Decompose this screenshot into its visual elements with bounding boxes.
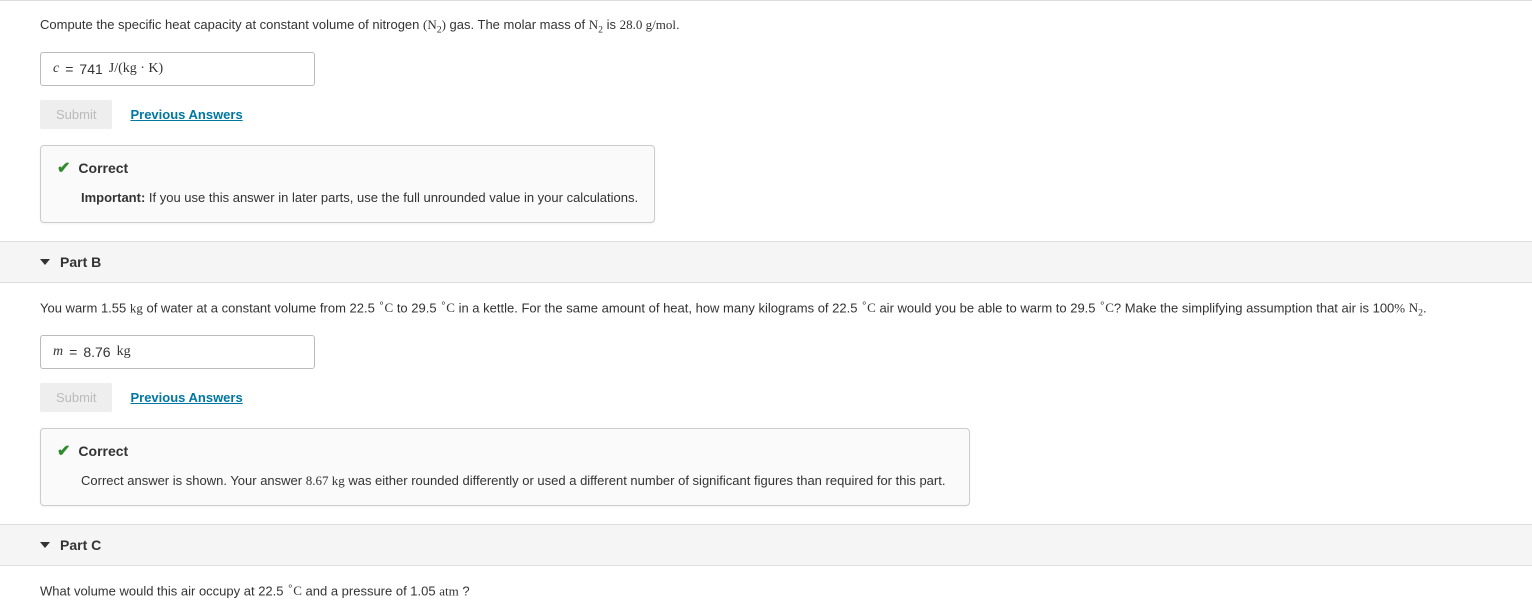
part-a-question: Compute the specific heat capacity at co… (40, 15, 1492, 38)
feedback-header: ✔ Correct (57, 441, 953, 461)
check-icon: ✔ (57, 158, 70, 178)
part-c-title: Part C (60, 537, 101, 553)
answer-value: 8.76 (83, 344, 110, 360)
answer-value: 741 (79, 61, 102, 77)
feedback-title: Correct (78, 160, 128, 176)
part-b-header[interactable]: Part B (0, 241, 1532, 283)
feedback-body: Correct answer is shown. Your answer 8.6… (57, 471, 953, 491)
previous-answers-link[interactable]: Previous Answers (130, 390, 242, 405)
feedback-header: ✔ Correct (57, 158, 638, 178)
part-b-body: You warm 1.55 kg of water at a constant … (0, 283, 1532, 524)
previous-answers-link[interactable]: Previous Answers (130, 107, 242, 122)
part-a-answer-box: c = 741 J/(kg · K) (40, 52, 315, 86)
part-c-body: What volume would this air occupy at 22.… (0, 566, 1532, 608)
answer-variable: c (53, 61, 59, 77)
part-c-header[interactable]: Part C (0, 524, 1532, 566)
part-b-button-row: Submit Previous Answers (40, 383, 1492, 412)
part-b-title: Part B (60, 254, 101, 270)
part-a-body: Compute the specific heat capacity at co… (0, 0, 1532, 241)
submit-button[interactable]: Submit (40, 383, 112, 412)
part-a-feedback-box: ✔ Correct Important: If you use this ans… (40, 145, 655, 223)
part-c-question: What volume would this air occupy at 22.… (40, 580, 1492, 602)
check-icon: ✔ (57, 441, 70, 461)
part-b-answer-box: m = 8.76 kg (40, 335, 315, 369)
part-b-question: You warm 1.55 kg of water at a constant … (40, 297, 1492, 322)
equals-sign: = (65, 61, 73, 77)
feedback-body: Important: If you use this answer in lat… (57, 188, 638, 208)
submit-button[interactable]: Submit (40, 100, 112, 129)
answer-unit: kg (117, 344, 131, 360)
answer-variable: m (53, 344, 63, 360)
feedback-title: Correct (78, 443, 128, 459)
part-b-feedback-box: ✔ Correct Correct answer is shown. Your … (40, 428, 970, 506)
answer-unit: J/(kg · K) (109, 61, 163, 77)
equals-sign: = (69, 344, 77, 360)
caret-down-icon (40, 259, 50, 265)
part-a-button-row: Submit Previous Answers (40, 100, 1492, 129)
caret-down-icon (40, 542, 50, 548)
